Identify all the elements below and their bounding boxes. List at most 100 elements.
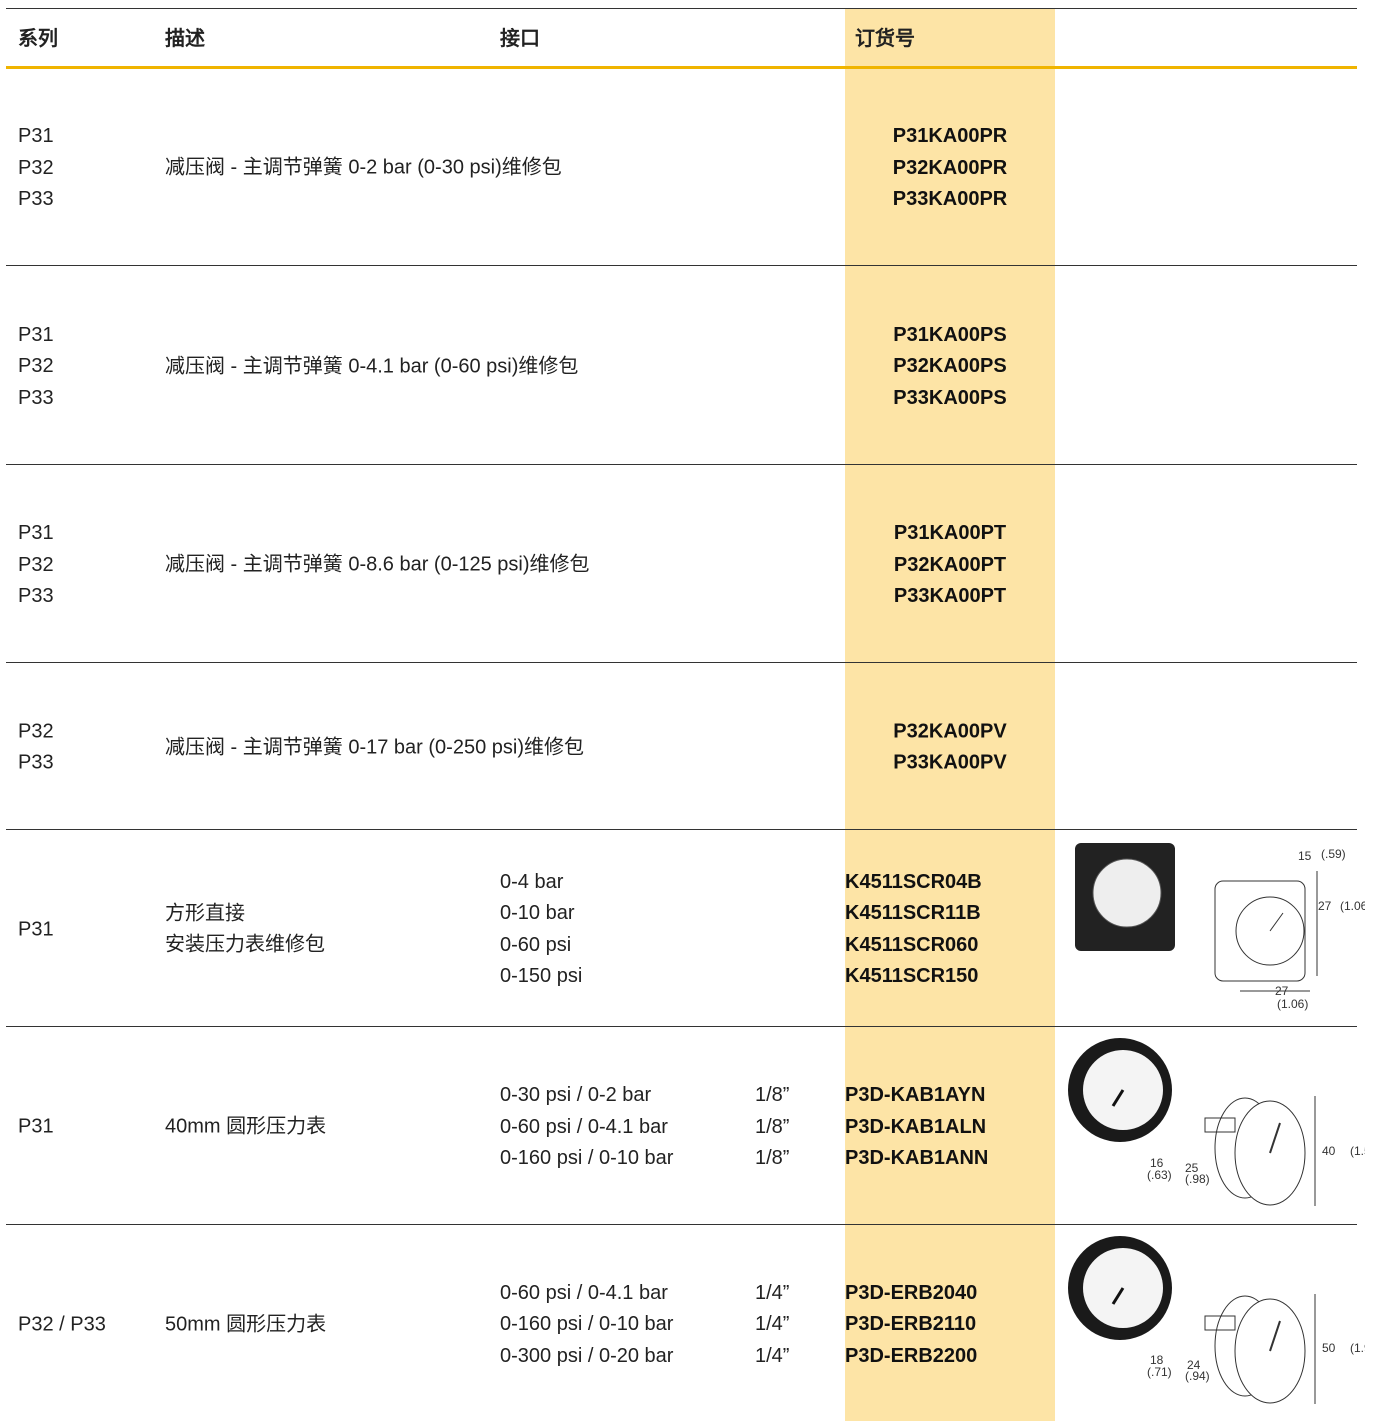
- series-line: P31: [18, 323, 54, 346]
- threads-line: 1/4”: [755, 1281, 790, 1304]
- dimension-label: (1.97): [1350, 1341, 1365, 1355]
- threads-line: 1/4”: [755, 1344, 790, 1367]
- series-line: P31: [18, 124, 54, 147]
- description-line: 40mm 圆形压力表: [165, 1115, 327, 1138]
- series-line: P33: [18, 386, 54, 409]
- row-rule: [6, 829, 1357, 830]
- product-image: 18(.71) 24(.94) 50 (1.97): [1068, 1236, 1365, 1404]
- order_numbers-line: P3D-KAB1ALN: [845, 1115, 987, 1138]
- order_numbers-line: P32KA00PR: [892, 156, 1008, 179]
- row-rule: [6, 1026, 1357, 1027]
- ports-line: 0-160 psi / 0-10 bar: [500, 1146, 674, 1169]
- row-rule: [6, 1224, 1357, 1225]
- drawing-needle: [1269, 1122, 1281, 1154]
- series-line: P32: [18, 156, 54, 179]
- order_numbers-line: P32KA00PS: [893, 354, 1007, 377]
- threads-line: 1/4”: [755, 1312, 790, 1335]
- ports-line: 0-150 psi: [500, 965, 583, 987]
- threads-cell: 1/4” 1/4” 1/4”: [755, 1277, 789, 1372]
- order_numbers-cell: P32KA00PV P33KA00PV: [845, 716, 1055, 779]
- series-line: P31: [18, 917, 54, 940]
- order_numbers-line: P31KA00PR: [892, 124, 1008, 147]
- row-rule: [6, 464, 1357, 465]
- drawing-dial: [1235, 896, 1305, 966]
- order-column-highlight: [845, 8, 1055, 1421]
- row-rule: [6, 662, 1357, 663]
- description-cell: 减压阀 - 主调节弹簧 0-8.6 bar (0-125 psi)维修包: [165, 549, 590, 581]
- dimension-label: 24: [1187, 1358, 1201, 1372]
- row-rule: [6, 265, 1357, 266]
- description-line: 减压阀 - 主调节弹簧 0-2 bar (0-30 psi)维修包: [165, 156, 562, 179]
- photo-needle: [1111, 1287, 1125, 1305]
- order_numbers-line: P3D-ERB2200: [845, 1344, 978, 1367]
- series-line: P32: [18, 354, 54, 377]
- series-line: P33: [18, 584, 54, 607]
- threads-line: 1/8”: [755, 1083, 790, 1106]
- series-cell: P31 P32 P33: [18, 518, 54, 613]
- ports-line: 0-10 bar: [500, 902, 575, 924]
- description-cell: 50mm 圆形压力表: [165, 1309, 326, 1341]
- ports-line: 0-300 psi / 0-20 bar: [500, 1344, 674, 1367]
- top-rule: [6, 8, 1357, 9]
- dimension-label: (1.57): [1350, 1144, 1365, 1158]
- order_numbers-line: P3D-ERB2110: [845, 1312, 977, 1335]
- order_numbers-line: P32KA00PV: [893, 720, 1007, 742]
- dimension-label: (.59): [1321, 847, 1346, 861]
- order_numbers-cell: P3D-KAB1AYN P3D-KAB1ALN P3D-KAB1ANN: [845, 1080, 988, 1175]
- product-image: 16(.63) 25(.98) 40 (1.57): [1068, 1038, 1365, 1206]
- dimension-label: 18: [1150, 1353, 1164, 1367]
- ports-line: 0-60 psi / 0-4.1 bar: [500, 1115, 668, 1138]
- drawing-stem: [1204, 1315, 1236, 1331]
- dimension-label: 50: [1322, 1341, 1336, 1355]
- order_numbers-line: P31KA00PT: [893, 521, 1007, 544]
- dimension-label: 27: [1275, 984, 1289, 998]
- order_numbers-line: P3D-KAB1AYN: [845, 1083, 986, 1106]
- ports-cell: 0-30 psi / 0-2 bar 0-60 psi / 0-4.1 bar 0-…: [500, 1080, 673, 1175]
- threads-cell: 1/8” 1/8” 1/8”: [755, 1080, 789, 1175]
- order_numbers-cell: P31KA00PR P32KA00PR P33KA00PR: [845, 121, 1055, 216]
- product-image: 15(.59)27(1.06)27(1.06): [1075, 843, 1365, 1011]
- order_numbers-cell: P31KA00PS P32KA00PS P33KA00PS: [845, 319, 1055, 414]
- order_numbers-line: P3D-KAB1ANN: [845, 1146, 989, 1169]
- dimension-label: (.63): [1147, 1168, 1172, 1182]
- description-cell: 40mm 圆形压力表: [165, 1111, 326, 1143]
- ports-line: 0-30 psi / 0-2 bar: [500, 1083, 652, 1106]
- series-cell: P31: [18, 914, 54, 946]
- description-cell: 减压阀 - 主调节弹簧 0-2 bar (0-30 psi)维修包: [165, 152, 562, 184]
- drawing-needle: [1269, 1320, 1281, 1352]
- order_numbers-line: P33KA00PT: [893, 584, 1007, 607]
- order_numbers-line: P33KA00PS: [893, 386, 1007, 409]
- threads-line: 1/8”: [755, 1146, 790, 1169]
- ports-line: 0-160 psi / 0-10 bar: [500, 1312, 674, 1335]
- header-cell: 接口: [500, 28, 540, 50]
- description-line: 方形直接: [165, 902, 245, 924]
- series-line: P32: [18, 553, 54, 576]
- series-cell: P32 / P33: [18, 1309, 106, 1341]
- series-line: P32: [18, 720, 54, 742]
- description-line: 安装压力表维修包: [165, 933, 325, 956]
- dimension-label: (1.06): [1277, 997, 1308, 1011]
- header-cell: 订货号: [855, 28, 915, 50]
- series-cell: P32 P33: [18, 716, 54, 779]
- threads-line: 1/8”: [755, 1115, 790, 1138]
- series-cell: P31 P32 P33: [18, 121, 54, 216]
- dimension-label: (.98): [1185, 1172, 1210, 1186]
- ports-cell: 0-4 bar 0-10 bar 0-60 psi 0-150 psi: [500, 867, 582, 993]
- order_numbers-line: P33KA00PR: [892, 187, 1008, 210]
- description-line: 减压阀 - 主调节弹簧 0-8.6 bar (0-125 psi)维修包: [165, 553, 590, 576]
- order_numbers-line: P32KA00PT: [893, 553, 1007, 576]
- description-line: 减压阀 - 主调节弹簧 0-17 bar (0-250 psi)维修包: [165, 735, 584, 758]
- order_numbers-cell: P3D-ERB2040 P3D-ERB2110 P3D-ERB2200: [845, 1277, 977, 1372]
- series-line: P31: [18, 521, 54, 544]
- order_numbers-line: P31KA00PS: [893, 323, 1007, 346]
- description-cell: 减压阀 - 主调节弹簧 0-4.1 bar (0-60 psi)维修包: [165, 351, 578, 383]
- photo-dial: [1092, 858, 1162, 928]
- drawing-stem: [1204, 1117, 1236, 1133]
- ports-line: 0-60 psi / 0-4.1 bar: [500, 1281, 668, 1304]
- dimension-label: 40: [1322, 1144, 1336, 1158]
- order_numbers-line: K4511SCR11B: [845, 902, 981, 924]
- order_numbers-line: K4511SCR04B: [845, 870, 982, 893]
- dimension-label: 15: [1298, 849, 1312, 863]
- order_numbers-cell: K4511SCR04B K4511SCR11B K4511SCR060 K4511SC…: [845, 867, 982, 993]
- series-line: P33: [18, 187, 54, 210]
